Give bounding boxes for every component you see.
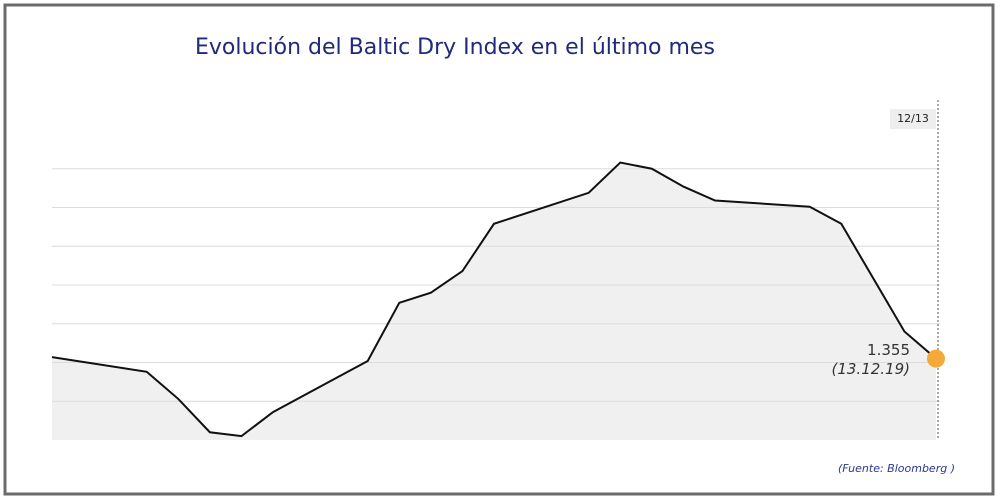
line: [51, 161, 937, 438]
area: [52, 162, 936, 441]
point-marker: [927, 349, 945, 368]
cursor-label-box: [890, 109, 936, 129]
date-label: (13.12.19): [831, 360, 910, 378]
cursor-label: 12/13: [897, 112, 929, 125]
source: (Fuente: Bloomberg ): [838, 462, 955, 475]
chart-title: Evolución del Baltic Dry Index en el últ…: [195, 35, 715, 60]
value-label: 1.355: [867, 341, 910, 359]
